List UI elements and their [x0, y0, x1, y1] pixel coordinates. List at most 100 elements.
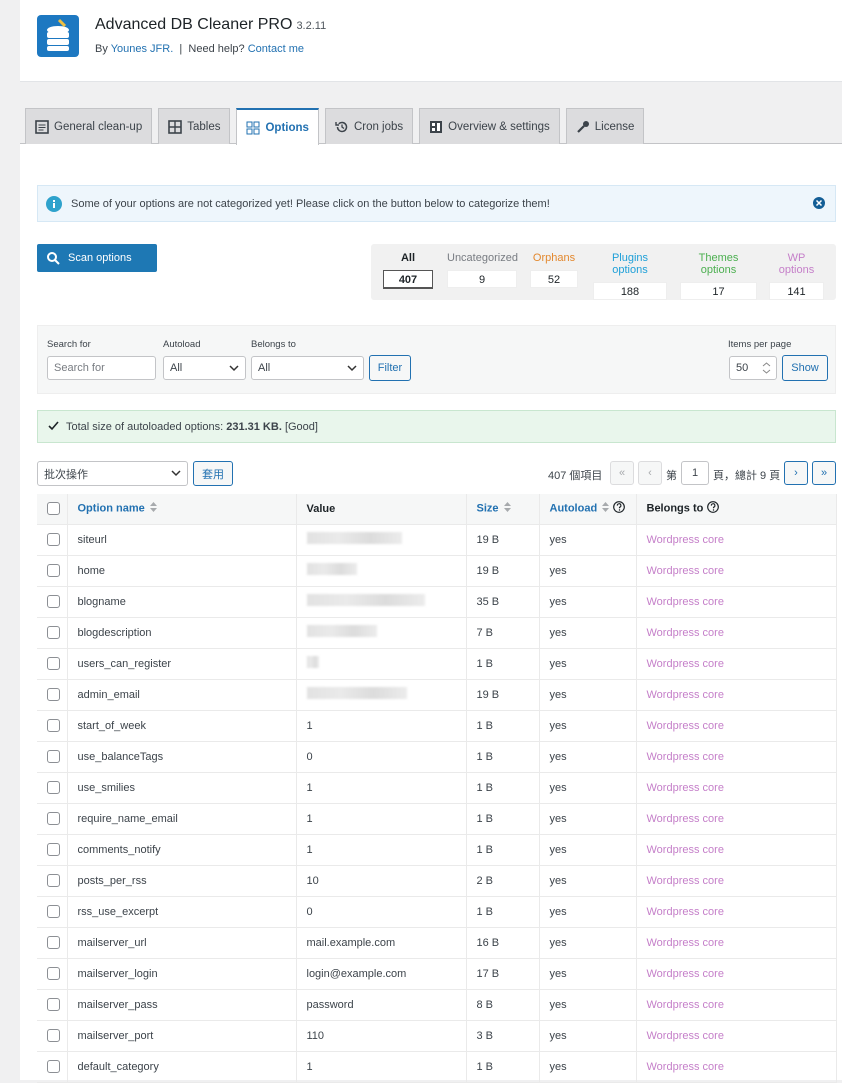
- author-link[interactable]: Younes JFR.: [111, 43, 174, 55]
- option-row: blogname35 ByesWordpress core: [37, 586, 836, 617]
- checkbox[interactable]: [47, 657, 60, 670]
- option-name: start_of_week: [67, 710, 296, 741]
- help-icon[interactable]: [613, 501, 625, 516]
- checkbox[interactable]: [47, 967, 60, 980]
- option-owner[interactable]: Wordpress core: [636, 989, 836, 1020]
- filter-tab[interactable]: WP options141: [769, 252, 824, 300]
- bulk-select[interactable]: 批次操作: [37, 461, 188, 486]
- option-owner[interactable]: Wordpress core: [636, 710, 836, 741]
- option-owner[interactable]: Wordpress core: [636, 1020, 836, 1051]
- tab[interactable]: Tables: [158, 108, 230, 144]
- option-owner[interactable]: Wordpress core: [636, 555, 836, 586]
- scan-button[interactable]: Scan options: [37, 244, 157, 272]
- checkbox[interactable]: [47, 626, 60, 639]
- option-autoload: yes: [539, 617, 636, 648]
- option-row: users_can_register1 ByesWordpress core: [37, 648, 836, 679]
- checkbox[interactable]: [47, 1060, 60, 1073]
- option-owner[interactable]: Wordpress core: [636, 803, 836, 834]
- checkbox[interactable]: [47, 533, 60, 546]
- option-owner[interactable]: Wordpress core: [636, 586, 836, 617]
- redacted-value: [307, 687, 407, 699]
- checkbox[interactable]: [47, 502, 60, 515]
- checkbox[interactable]: [47, 750, 60, 763]
- help-icon[interactable]: [707, 501, 719, 516]
- checkbox[interactable]: [47, 781, 60, 794]
- filter-tab[interactable]: Themes options17: [680, 252, 757, 300]
- option-autoload: yes: [539, 834, 636, 865]
- filter-tab[interactable]: Orphans52: [530, 252, 578, 288]
- option-size: 1 B: [466, 834, 539, 865]
- apply-button[interactable]: 套用: [193, 461, 233, 486]
- separator: |: [179, 43, 182, 55]
- checkbox[interactable]: [47, 905, 60, 918]
- filter-label: Uncategorized: [447, 252, 518, 264]
- filter-tab[interactable]: Uncategorized9: [447, 252, 517, 288]
- select-cell: [37, 679, 67, 710]
- checkbox[interactable]: [47, 874, 60, 887]
- page-suffix: 頁，總計 9 頁: [713, 467, 780, 483]
- page-input[interactable]: 1: [681, 461, 709, 485]
- tab[interactable]: Options: [236, 108, 318, 145]
- option-name: mailserver_url: [67, 927, 296, 958]
- column-header[interactable]: Size: [466, 494, 539, 524]
- option-owner[interactable]: Wordpress core: [636, 524, 836, 555]
- sort-icon[interactable]: [504, 501, 511, 516]
- checkbox[interactable]: [47, 719, 60, 732]
- option-owner[interactable]: Wordpress core: [636, 617, 836, 648]
- option-value: 1: [296, 803, 466, 834]
- option-owner[interactable]: Wordpress core: [636, 865, 836, 896]
- checkbox[interactable]: [47, 998, 60, 1011]
- option-owner[interactable]: Wordpress core: [636, 679, 836, 710]
- tab[interactable]: License: [566, 108, 645, 144]
- option-owner[interactable]: Wordpress core: [636, 772, 836, 803]
- contact-link[interactable]: Contact me: [248, 43, 304, 55]
- status-suffix: [Good]: [282, 421, 318, 433]
- option-name: require_name_email: [67, 803, 296, 834]
- sort-icon[interactable]: [602, 501, 609, 516]
- select-cell: [37, 710, 67, 741]
- option-value: [296, 679, 466, 710]
- option-owner[interactable]: Wordpress core: [636, 927, 836, 958]
- per-page-input[interactable]: 50: [729, 356, 777, 380]
- option-owner[interactable]: Wordpress core: [636, 834, 836, 865]
- status-value: 231.31 KB.: [226, 421, 282, 433]
- column-header[interactable]: Autoload: [539, 494, 636, 524]
- checkbox[interactable]: [47, 595, 60, 608]
- filter-tab[interactable]: All407: [383, 252, 433, 288]
- option-autoload: yes: [539, 710, 636, 741]
- filter-tab[interactable]: Plugins options188: [593, 252, 667, 300]
- filter-button[interactable]: Filter: [369, 355, 411, 381]
- checkbox[interactable]: [47, 564, 60, 577]
- option-autoload: yes: [539, 524, 636, 555]
- checkbox[interactable]: [47, 812, 60, 825]
- select-cell: [37, 989, 67, 1020]
- redacted-value: [307, 563, 357, 575]
- option-owner[interactable]: Wordpress core: [636, 741, 836, 772]
- search-input[interactable]: Search for: [47, 356, 156, 380]
- checkbox[interactable]: [47, 688, 60, 701]
- tab[interactable]: Overview & settings: [419, 108, 560, 144]
- belongs-label: Belongs to: [251, 339, 296, 350]
- dismiss-icon[interactable]: [813, 197, 825, 209]
- option-name: home: [67, 555, 296, 586]
- column-title: Option name: [78, 503, 145, 515]
- tab[interactable]: General clean-up: [25, 108, 152, 144]
- option-owner[interactable]: Wordpress core: [636, 896, 836, 927]
- checkbox[interactable]: [47, 1029, 60, 1042]
- option-owner[interactable]: Wordpress core: [636, 958, 836, 989]
- option-owner[interactable]: Wordpress core: [636, 648, 836, 679]
- checkbox[interactable]: [47, 843, 60, 856]
- show-button[interactable]: Show: [782, 355, 828, 381]
- first-page[interactable]: «: [610, 461, 634, 485]
- next-page[interactable]: ›: [784, 461, 808, 485]
- sort-icon[interactable]: [150, 501, 157, 516]
- autoload-select[interactable]: All: [163, 356, 246, 380]
- prev-page[interactable]: ‹: [638, 461, 662, 485]
- checkbox[interactable]: [47, 936, 60, 949]
- last-page[interactable]: »: [812, 461, 836, 485]
- tab[interactable]: Cron jobs: [325, 108, 413, 144]
- option-name: default_category: [67, 1051, 296, 1082]
- column-header[interactable]: Option name: [67, 494, 296, 524]
- belongs-select[interactable]: All: [251, 356, 364, 380]
- option-owner[interactable]: Wordpress core: [636, 1051, 836, 1082]
